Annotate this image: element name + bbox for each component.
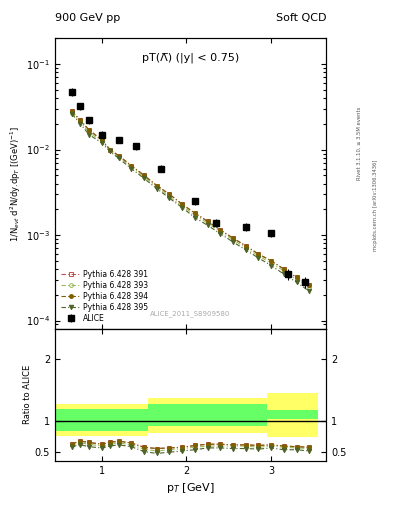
Pythia 6.428 391 (256, 251, 261, 257)
Pythia 6.428 393 (281, 268, 286, 274)
Y-axis label: Ratio to ALICE: Ratio to ALICE (23, 365, 32, 424)
Pythia 6.428 395 (231, 239, 235, 245)
Line: Pythia 6.428 394: Pythia 6.428 394 (70, 110, 311, 287)
Pythia 6.428 391 (129, 162, 134, 168)
Pythia 6.428 395 (281, 271, 286, 277)
Line: Pythia 6.428 391: Pythia 6.428 391 (70, 110, 311, 287)
Pythia 6.428 391 (205, 218, 210, 224)
Pythia 6.428 393 (116, 154, 121, 160)
Pythia 6.428 395 (86, 132, 91, 138)
Pythia 6.428 394 (129, 162, 134, 168)
Pythia 6.428 391 (99, 137, 104, 143)
Pythia 6.428 391 (180, 201, 184, 207)
Pythia 6.428 391 (86, 127, 91, 133)
Pythia 6.428 394 (86, 127, 91, 133)
Pythia 6.428 391 (294, 274, 299, 281)
Pythia 6.428 391 (141, 172, 146, 178)
Pythia 6.428 395 (205, 222, 210, 228)
Pythia 6.428 395 (180, 204, 184, 210)
Pythia 6.428 395 (141, 175, 146, 181)
Pythia 6.428 395 (99, 140, 104, 146)
Pythia 6.428 394 (294, 274, 299, 281)
Pythia 6.428 394 (116, 153, 121, 159)
Pythia 6.428 393 (108, 147, 112, 154)
Pythia 6.428 391 (281, 266, 286, 272)
Pythia 6.428 395 (116, 155, 121, 161)
Pythia 6.428 393 (307, 284, 312, 290)
Pythia 6.428 394 (154, 182, 159, 188)
Pythia 6.428 394 (218, 227, 222, 233)
Pythia 6.428 394 (269, 258, 274, 264)
Pythia 6.428 395 (78, 121, 83, 127)
Pythia 6.428 391 (70, 109, 74, 115)
Pythia 6.428 395 (70, 111, 74, 117)
Pythia 6.428 393 (141, 174, 146, 180)
Pythia 6.428 391 (116, 153, 121, 159)
Pythia 6.428 393 (256, 253, 261, 259)
Pythia 6.428 391 (193, 210, 197, 216)
Pythia 6.428 394 (193, 210, 197, 216)
Pythia 6.428 394 (108, 146, 112, 153)
Pythia 6.428 395 (243, 247, 248, 253)
Pythia 6.428 395 (294, 279, 299, 285)
X-axis label: p$_T$ [GeV]: p$_T$ [GeV] (166, 481, 215, 495)
Pythia 6.428 395 (129, 165, 134, 172)
Pythia 6.428 393 (167, 194, 172, 200)
Text: Soft QCD: Soft QCD (276, 13, 326, 23)
Pythia 6.428 394 (307, 282, 312, 288)
Pythia 6.428 395 (193, 215, 197, 221)
Text: 900 GeV pp: 900 GeV pp (55, 13, 120, 23)
Pythia 6.428 393 (193, 212, 197, 219)
Text: mcplots.cern.ch [arXiv:1306.3436]: mcplots.cern.ch [arXiv:1306.3436] (373, 159, 378, 250)
Pythia 6.428 391 (154, 182, 159, 188)
Pythia 6.428 395 (108, 148, 112, 155)
Pythia 6.428 395 (218, 230, 222, 237)
Pythia 6.428 391 (231, 235, 235, 241)
Pythia 6.428 394 (70, 109, 74, 115)
Text: pT(Λ̅) (|y| < 0.75): pT(Λ̅) (|y| < 0.75) (142, 53, 239, 63)
Legend: Pythia 6.428 391, Pythia 6.428 393, Pythia 6.428 394, Pythia 6.428 395, ALICE: Pythia 6.428 391, Pythia 6.428 393, Pyth… (59, 268, 151, 325)
Pythia 6.428 394 (231, 235, 235, 241)
Pythia 6.428 393 (99, 138, 104, 144)
Pythia 6.428 395 (167, 195, 172, 201)
Line: Pythia 6.428 393: Pythia 6.428 393 (70, 111, 311, 288)
Pythia 6.428 391 (243, 243, 248, 249)
Pythia 6.428 393 (86, 129, 91, 135)
Pythia 6.428 393 (78, 119, 83, 125)
Pythia 6.428 394 (180, 201, 184, 207)
Pythia 6.428 393 (218, 228, 222, 234)
Pythia 6.428 391 (269, 258, 274, 264)
Pythia 6.428 391 (307, 282, 312, 288)
Pythia 6.428 394 (281, 266, 286, 272)
Pythia 6.428 393 (129, 164, 134, 170)
Line: Pythia 6.428 395: Pythia 6.428 395 (70, 112, 312, 293)
Pythia 6.428 395 (307, 288, 312, 294)
Pythia 6.428 395 (269, 263, 274, 269)
Pythia 6.428 393 (154, 183, 159, 189)
Pythia 6.428 395 (256, 255, 261, 261)
Pythia 6.428 394 (167, 191, 172, 197)
Pythia 6.428 394 (256, 251, 261, 257)
Pythia 6.428 393 (243, 245, 248, 251)
Pythia 6.428 395 (154, 185, 159, 191)
Pythia 6.428 393 (70, 110, 74, 116)
Pythia 6.428 394 (99, 137, 104, 143)
Pythia 6.428 393 (205, 220, 210, 226)
Pythia 6.428 394 (243, 243, 248, 249)
Text: ALICE_2011_S8909580: ALICE_2011_S8909580 (151, 310, 231, 317)
Pythia 6.428 394 (78, 117, 83, 123)
Pythia 6.428 393 (269, 260, 274, 266)
Pythia 6.428 394 (141, 172, 146, 178)
Text: Rivet 3.1.10, ≥ 3.5M events: Rivet 3.1.10, ≥ 3.5M events (357, 106, 362, 180)
Pythia 6.428 391 (218, 227, 222, 233)
Pythia 6.428 391 (108, 146, 112, 153)
Pythia 6.428 391 (78, 117, 83, 123)
Pythia 6.428 391 (167, 191, 172, 197)
Y-axis label: 1/N$_{evt}$ d$^2$N/dy.dp$_T$ [(GeV)$^{-1}$]: 1/N$_{evt}$ d$^2$N/dy.dp$_T$ [(GeV)$^{-1… (9, 125, 23, 242)
Pythia 6.428 393 (180, 203, 184, 209)
Pythia 6.428 394 (205, 218, 210, 224)
Pythia 6.428 393 (294, 276, 299, 283)
Pythia 6.428 393 (231, 237, 235, 243)
